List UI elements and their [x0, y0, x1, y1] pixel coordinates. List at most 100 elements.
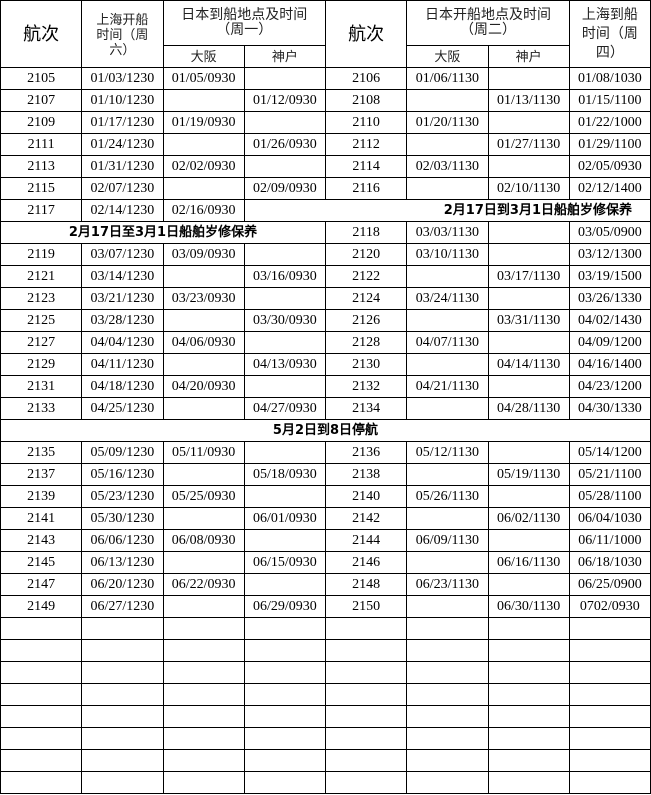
table-cell: 01/22/1000 — [568, 111, 651, 134]
table-cell: 2130 — [324, 353, 408, 376]
table-cell: 01/12/0930 — [243, 89, 327, 112]
japan-depart-header: 日本开船地点及时间（周二） — [406, 0, 570, 46]
empty-cell — [81, 771, 164, 794]
table-cell — [162, 177, 245, 200]
table-cell: 01/26/0930 — [243, 133, 327, 156]
empty-cell — [406, 727, 489, 750]
table-cell: 2145 — [0, 551, 83, 574]
empty-cell — [324, 683, 408, 706]
table-row: 2143 06/06/1230 06/08/0930 2144 06/09/1130 06… — [0, 529, 651, 552]
table-cell: 06/02/1130 — [487, 507, 570, 530]
empty-cell — [324, 749, 408, 772]
table-cell — [243, 287, 327, 310]
table-cell: 06/27/1230 — [81, 595, 164, 618]
table-cell — [162, 463, 245, 486]
table-cell: 2125 — [0, 309, 83, 332]
table-cell: 03/16/0930 — [243, 265, 327, 288]
table-cell: 2119 — [0, 243, 83, 266]
table-cell: 2144 — [324, 529, 408, 552]
table-cell: 06/06/1230 — [81, 529, 164, 552]
table-cell: 04/11/1230 — [81, 353, 164, 376]
empty-cell — [0, 661, 83, 684]
empty-cell — [324, 617, 408, 640]
table-cell: 06/11/1000 — [568, 529, 651, 552]
table-cell: 02/10/1130 — [487, 177, 570, 200]
empty-cell — [406, 771, 489, 794]
empty-cell — [81, 727, 164, 750]
table-cell: 2127 — [0, 331, 83, 354]
empty-cell — [243, 749, 327, 772]
table-cell — [162, 89, 245, 112]
table-row: 2109 01/17/1230 01/19/0930 2110 01/20/1130 01… — [0, 111, 651, 134]
table-row: 2129 04/11/1230 04/13/0930 2130 04/14/1130 04… — [0, 353, 651, 376]
table-cell: 01/03/1230 — [81, 67, 164, 90]
table-cell: 05/12/1130 — [406, 441, 489, 464]
kobe-header-2: 神户 — [487, 45, 570, 68]
table-cell: 06/25/0900 — [568, 573, 651, 596]
table-cell: 04/04/1230 — [81, 331, 164, 354]
empty-cell — [568, 639, 651, 662]
table-cell — [243, 441, 327, 464]
table-cell: 06/13/1230 — [81, 551, 164, 574]
table-cell: 2150 — [324, 595, 408, 618]
table-cell: 05/19/1130 — [487, 463, 570, 486]
table-cell: 01/27/1130 — [487, 133, 570, 156]
empty-cell — [162, 617, 245, 640]
table-cell — [162, 133, 245, 156]
table-cell: 06/30/1130 — [487, 595, 570, 618]
table-row: 2121 03/14/1230 03/16/0930 2122 03/17/1130 03… — [0, 265, 651, 288]
table-cell: 03/26/1330 — [568, 287, 651, 310]
table-cell — [243, 331, 327, 354]
table-cell: 2106 — [324, 67, 408, 90]
table-cell: 2149 — [0, 595, 83, 618]
table-cell: 02/09/0930 — [243, 177, 327, 200]
shanghai-arrive-header: 上海到船时间（周四） — [568, 0, 651, 68]
table-cell: 2122 — [324, 265, 408, 288]
table-cell — [406, 177, 489, 200]
japan-arrive-header: 日本到船地点及时间（周一） — [162, 0, 326, 46]
table-cell — [162, 595, 245, 618]
empty-cell — [0, 771, 83, 794]
empty-row — [0, 771, 651, 794]
table-cell — [162, 265, 245, 288]
table-row: 2147 06/20/1230 06/22/0930 2148 06/23/1130 06… — [0, 573, 651, 596]
table-cell: 2113 — [0, 155, 83, 178]
table-cell: 2110 — [324, 111, 408, 134]
table-row: 2139 05/23/1230 05/25/0930 2140 05/26/1130 05… — [0, 485, 651, 508]
table-cell: 06/09/1130 — [406, 529, 489, 552]
empty-cell — [324, 705, 408, 728]
osaka-header: 大阪 — [162, 45, 245, 68]
empty-cell — [487, 683, 570, 706]
table-cell — [243, 111, 327, 134]
table-cell: 06/23/1130 — [406, 573, 489, 596]
empty-cell — [162, 705, 245, 728]
table-cell — [487, 287, 570, 310]
empty-cell — [81, 749, 164, 772]
table-cell: 2109 — [0, 111, 83, 134]
table-cell: 04/20/0930 — [162, 375, 245, 398]
table-cell: 2141 — [0, 507, 83, 530]
table-cell: 03/24/1130 — [406, 287, 489, 310]
table-cell: 2143 — [0, 529, 83, 552]
table-cell: 03/03/1130 — [406, 221, 489, 244]
empty-cell — [568, 617, 651, 640]
table-row: 2123 03/21/1230 03/23/0930 2124 03/24/1130 03… — [0, 287, 651, 310]
empty-row — [0, 749, 651, 772]
table-cell: 2123 — [0, 287, 83, 310]
table-row: 2月17日至3月1日船舶岁修保养 2118 03/03/1130 03/05/0900 — [0, 221, 651, 244]
table-cell: 01/08/1030 — [568, 67, 651, 90]
empty-row — [0, 639, 651, 662]
empty-cell — [0, 727, 83, 750]
table-cell: 03/07/1230 — [81, 243, 164, 266]
table-cell: 03/23/0930 — [162, 287, 245, 310]
empty-cell — [406, 661, 489, 684]
table-cell: 05/11/0930 — [162, 441, 245, 464]
table-cell: 02/12/1400 — [568, 177, 651, 200]
osaka-header-2: 大阪 — [406, 45, 489, 68]
table-cell: 04/06/0930 — [162, 331, 245, 354]
table-cell — [406, 265, 489, 288]
table-cell: 05/25/0930 — [162, 485, 245, 508]
table-cell — [406, 595, 489, 618]
table-cell — [243, 485, 327, 508]
table-cell: 2138 — [324, 463, 408, 486]
